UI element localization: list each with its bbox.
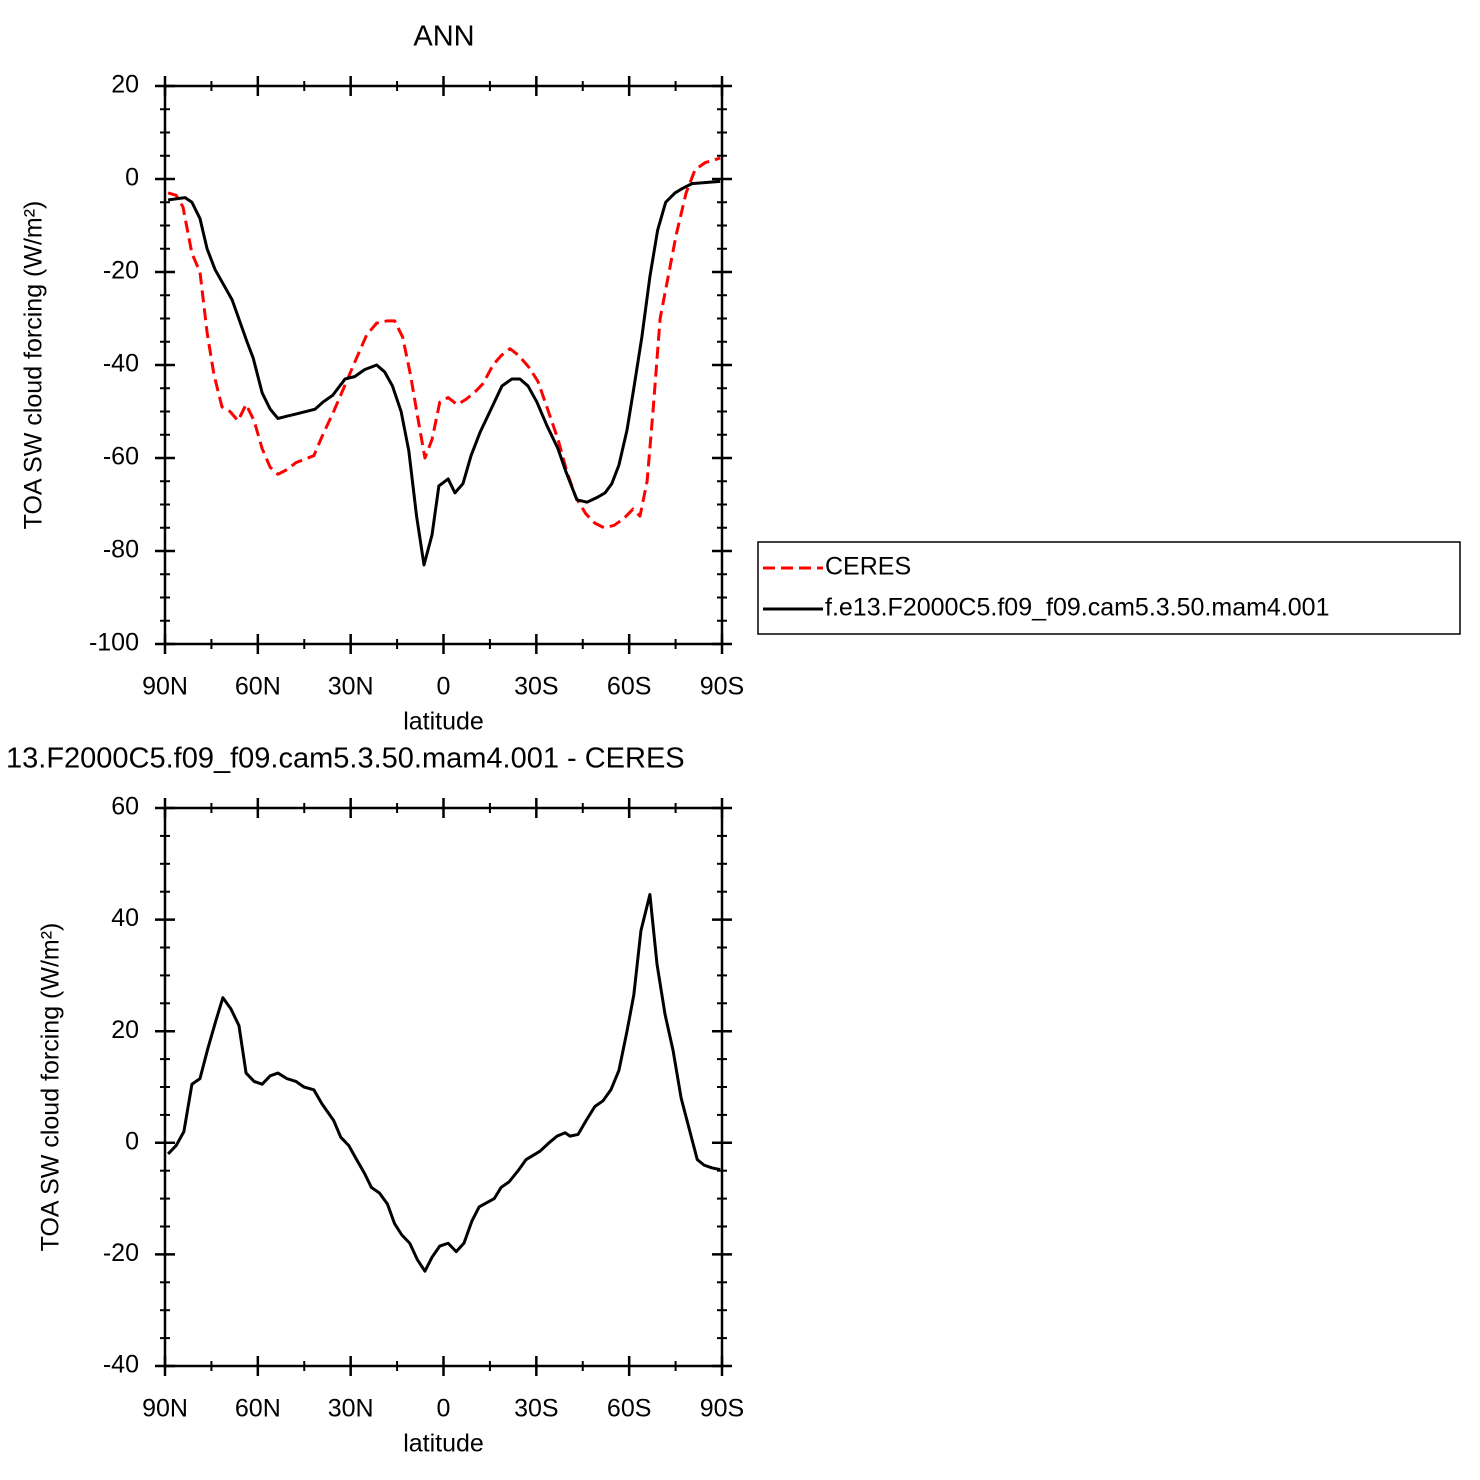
x-tick-label: 30S [514, 1395, 558, 1423]
y-tick-label: 0 [125, 164, 139, 192]
y-tick-label: 60 [111, 793, 139, 821]
x-axis-label: latitude [403, 1430, 484, 1458]
chart-title: ANN [413, 21, 474, 53]
plot-frame [163, 806, 724, 1368]
x-tick-label: 60S [607, 673, 651, 701]
y-tick-label: 0 [125, 1127, 139, 1155]
x-axis-label: latitude [403, 708, 484, 736]
y-tick-label: 20 [111, 1016, 139, 1044]
x-tick-label: 90S [700, 1395, 744, 1423]
y-tick-label: -20 [103, 257, 139, 285]
x-tick-label: 60N [235, 1395, 281, 1423]
y-tick-label: -80 [103, 536, 139, 564]
x-tick-label: 90S [700, 673, 744, 701]
data-line [167, 156, 721, 530]
y-tick-label: 40 [111, 904, 139, 932]
y-tick-label: -40 [103, 1351, 139, 1379]
legend-box [757, 541, 1461, 635]
legend-label: CERES [825, 553, 911, 581]
x-tick-label: 30S [514, 673, 558, 701]
y-tick-label: -40 [103, 350, 139, 378]
y-tick-label: -100 [89, 629, 139, 657]
y-tick-label: -60 [103, 443, 139, 471]
x-tick-label: 90N [142, 673, 188, 701]
y-axis-label: TOA SW cloud forcing (W/m²) [37, 923, 65, 1252]
y-tick-label: -20 [103, 1239, 139, 1267]
x-tick-label: 60S [607, 1395, 651, 1423]
data-line [167, 892, 721, 1273]
x-tick-label: 0 [437, 1395, 451, 1423]
x-tick-label: 90N [142, 1395, 188, 1423]
y-tick-label: 20 [111, 71, 139, 99]
y-axis-label: TOA SW cloud forcing (W/m²) [20, 201, 48, 530]
x-tick-label: 60N [235, 673, 281, 701]
x-tick-label: 0 [437, 673, 451, 701]
x-tick-label: 30N [328, 1395, 374, 1423]
x-tick-label: 30N [328, 673, 374, 701]
data-line [167, 179, 721, 567]
chart-title: 13.F2000C5.f09_f09.cam5.3.50.mam4.001 - … [6, 743, 685, 775]
legend-label: f.e13.F2000C5.f09_f09.cam5.3.50.mam4.001 [825, 594, 1330, 622]
